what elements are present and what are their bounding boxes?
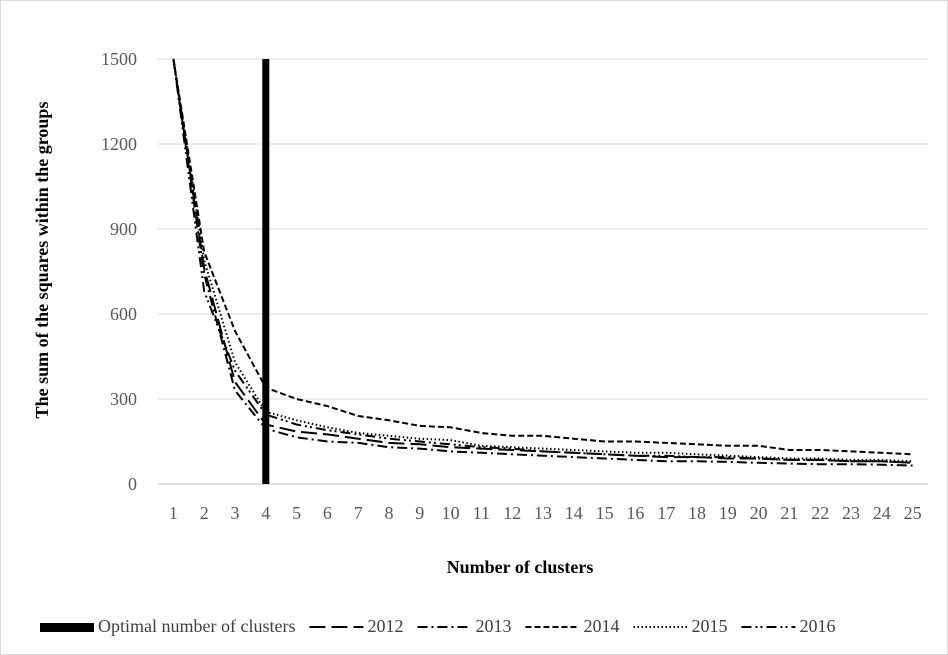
gridlines: [158, 58, 928, 485]
series-lines: [172, 58, 913, 467]
legend-label-2015: 2015: [691, 616, 727, 636]
x-tick-label: 10: [442, 503, 460, 523]
x-tick-label: 22: [811, 503, 829, 523]
series-line-2015: [172, 58, 913, 463]
x-tick-label: 11: [473, 503, 490, 523]
x-tick-label: 6: [323, 503, 332, 523]
optimal-cluster-bar: [262, 59, 270, 484]
y-tick-labels: 0 300 600 900 1200 1500: [101, 49, 137, 494]
legend-label-optimal: Optimal number of clusters: [98, 616, 295, 636]
x-tick-label: 18: [688, 503, 706, 523]
x-tick-label: 4: [261, 503, 270, 523]
x-tick-label: 15: [596, 503, 614, 523]
x-axis-title: Number of clusters: [447, 557, 594, 577]
y-tick-label: 1500: [101, 49, 137, 69]
series-line-2016: [172, 58, 913, 464]
series-line-2014: [172, 58, 913, 456]
x-tick-label: 16: [626, 503, 644, 523]
series-line-2012: [172, 58, 913, 464]
legend-label-2013: 2013: [475, 616, 511, 636]
x-tick-label: 21: [780, 503, 798, 523]
x-tick-label: 1: [169, 503, 178, 523]
x-tick-label: 9: [415, 503, 424, 523]
x-tick-label: 17: [657, 503, 675, 523]
x-tick-label: 12: [503, 503, 521, 523]
x-tick-labels: 1 2 3 4 5 6 7 8 9 10 11 12 13 14 15 16 17 18 19 20 21 22 23 24 2…: [169, 503, 922, 523]
x-tick-label: 14: [565, 503, 583, 523]
x-tick-label: 24: [873, 503, 891, 523]
legend: Optimal number of clusters 2012 2013 2014 20…: [40, 616, 835, 636]
y-tick-label: 600: [110, 304, 137, 324]
series-line-2013: [172, 58, 913, 467]
y-tick-label: 0: [128, 474, 137, 494]
legend-swatch-optimal: [40, 623, 94, 632]
y-tick-label: 300: [110, 389, 137, 409]
x-tick-label: 2: [200, 503, 209, 523]
x-tick-label: 25: [904, 503, 922, 523]
x-tick-label: 20: [750, 503, 768, 523]
legend-label-2012: 2012: [367, 616, 403, 636]
x-tick-label: 19: [719, 503, 737, 523]
x-tick-label: 13: [534, 503, 552, 523]
x-tick-label: 7: [354, 503, 363, 523]
y-tick-label: 1200: [101, 134, 137, 154]
y-tick-label: 900: [110, 219, 137, 239]
legend-label-2014: 2014: [583, 616, 619, 636]
y-axis-title: The sum of the squares within the groups: [32, 102, 52, 419]
x-tick-label: 5: [292, 503, 301, 523]
optimal-marker: [262, 59, 270, 484]
x-tick-label: 8: [385, 503, 394, 523]
x-tick-label: 23: [842, 503, 860, 523]
x-tick-label: 3: [231, 503, 240, 523]
legend-label-2016: 2016: [799, 616, 835, 636]
